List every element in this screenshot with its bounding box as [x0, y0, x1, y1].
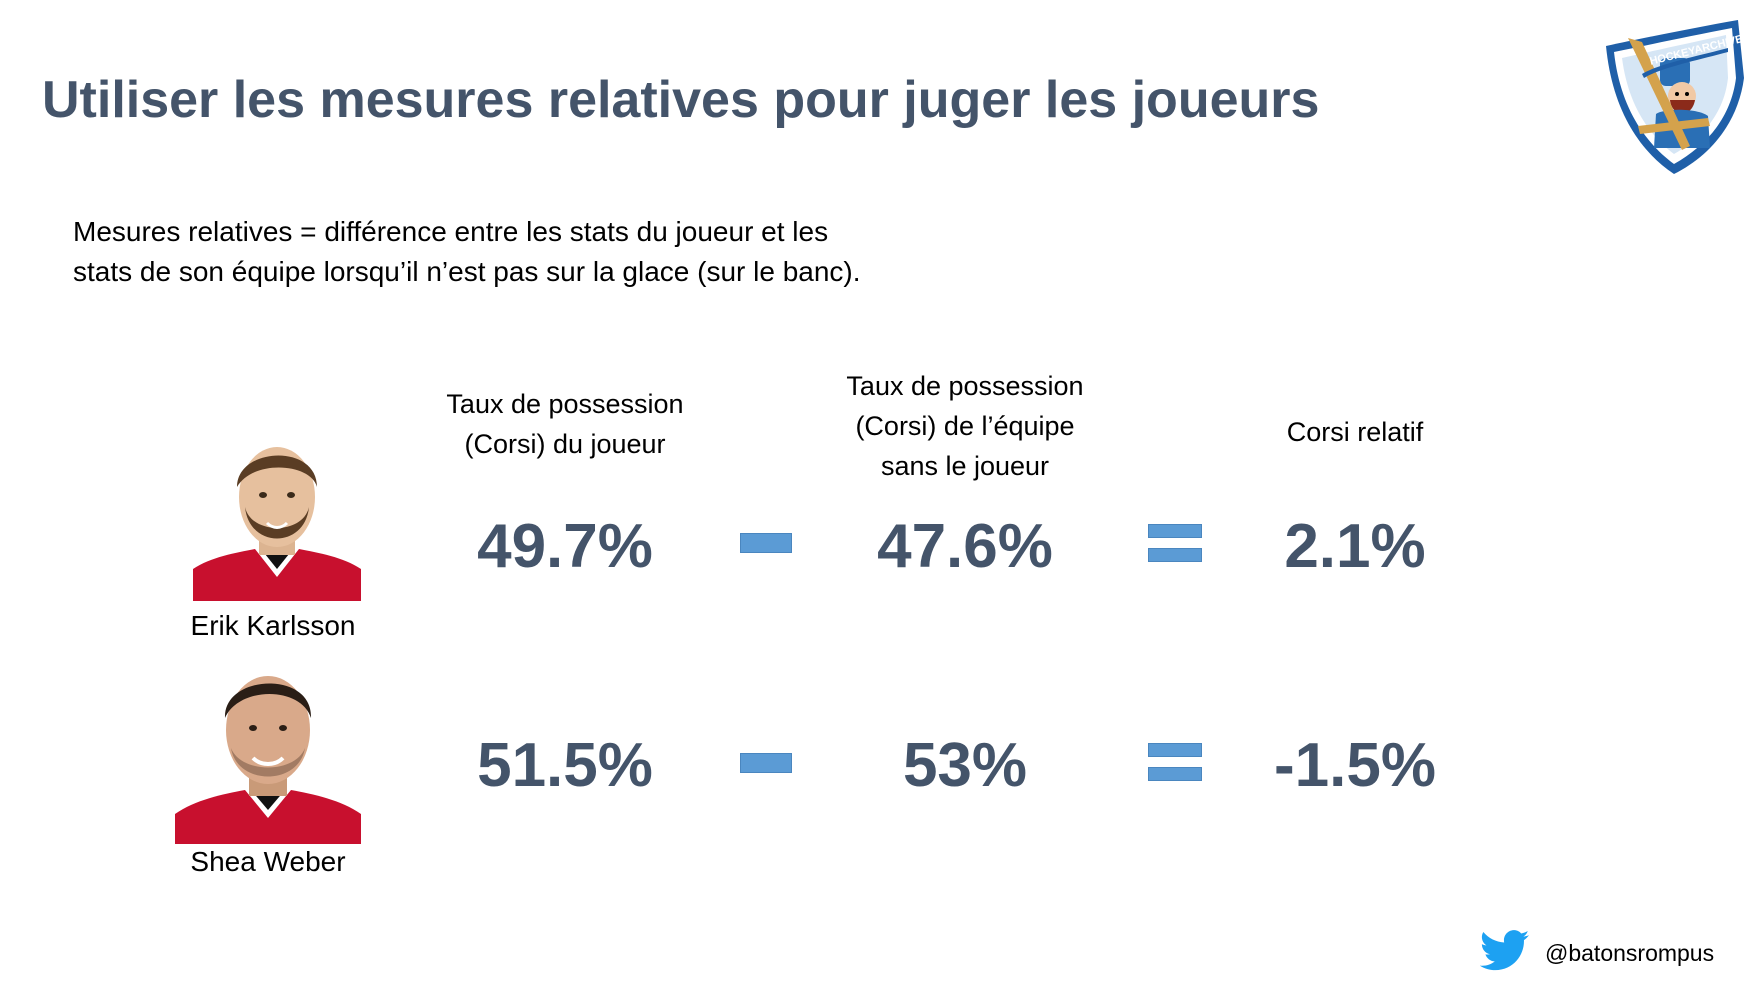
player-name-weber: Shea Weber — [190, 846, 346, 877]
twitter-bird-icon — [1480, 930, 1530, 971]
intro-line: Mesures relatives = différence entre les… — [73, 216, 829, 247]
value-relative-corsi-weber: -1.5% — [1274, 731, 1436, 800]
minus-icon — [740, 753, 792, 773]
column-header-line: (Corsi) du joueur — [464, 429, 666, 459]
equals-icon — [1148, 743, 1202, 781]
player-photo-weber — [175, 676, 361, 844]
hockeyarchives-logo — [1606, 20, 1744, 174]
value-team-corsi-weber: 53% — [902, 731, 1028, 800]
intro-line: stats de son équipe lorsqu’il n’est pas … — [73, 256, 861, 287]
value-team-corsi-karlsson: 47.6% — [877, 512, 1053, 581]
player-name-karlsson: Erik Karlsson — [190, 610, 356, 641]
value-player-corsi-karlsson: 49.7% — [477, 512, 653, 581]
equals-icon — [1148, 524, 1202, 562]
value-relative-corsi-karlsson: 2.1% — [1284, 512, 1426, 581]
column-header-line: Taux de possession — [846, 371, 1084, 401]
column-header-line: Corsi relatif — [1286, 417, 1424, 447]
slide-title: Utiliser les mesures relatives pour juge… — [42, 71, 1320, 129]
column-header-line: sans le joueur — [880, 451, 1050, 481]
player-photo-karlsson — [193, 447, 361, 601]
twitter-handle[interactable]: @batonsrompus — [1545, 940, 1715, 966]
column-header-team-corsi: Taux de possession (Corsi) de l’équipe s… — [815, 366, 1115, 486]
intro-text: Mesures relatives = différence entre les… — [73, 212, 973, 292]
column-header-line: Taux de possession — [446, 389, 684, 419]
value-player-corsi-weber: 51.5% — [477, 731, 653, 800]
column-header-relative-corsi: Corsi relatif — [1205, 412, 1505, 452]
minus-icon — [740, 533, 792, 553]
column-header-line: (Corsi) de l’équipe — [855, 411, 1075, 441]
column-header-player-corsi: Taux de possession (Corsi) du joueur — [415, 384, 715, 464]
